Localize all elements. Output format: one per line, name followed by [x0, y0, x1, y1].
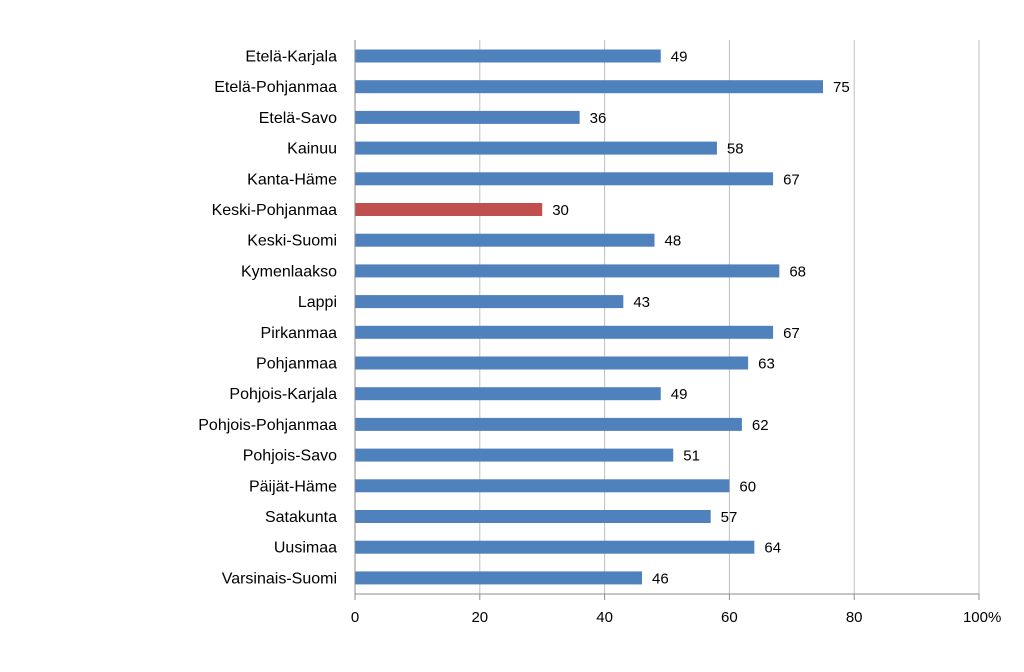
data-label-varsinais-suomi: 46 — [652, 570, 669, 587]
data-label-pohjanmaa: 63 — [758, 356, 775, 373]
tick-label-40: 40 — [596, 609, 613, 626]
bar-pohjois-pohjanmaa — [355, 417, 742, 431]
data-label-lappi: 43 — [633, 294, 650, 311]
category-labels: Etelä-Karjala Etelä-Pohjanmaa Etelä-Savo Ka… — [198, 49, 337, 588]
data-label-pohjois-karjala: 49 — [671, 386, 688, 403]
category-label-pohjanmaa: Pohjanmaa — [256, 356, 337, 373]
category-label-kanta-h-me: Kanta-Häme — [247, 171, 337, 188]
bar-kainuu — [355, 141, 717, 155]
bar-varsinais-suomi — [355, 571, 643, 585]
category-label-satakunta: Satakunta — [265, 509, 337, 526]
bar-etel-karjala — [355, 49, 661, 63]
data-label-kymenlaakso: 68 — [789, 263, 806, 280]
category-label-etel-savo: Etelä-Savo — [259, 110, 337, 127]
category-label-keski-pohjanmaa: Keski-Pohjanmaa — [212, 202, 338, 219]
data-label-kanta-h-me: 67 — [783, 171, 800, 188]
bar-pirkanmaa — [355, 325, 774, 339]
tick-label-0: 0 — [351, 609, 359, 626]
category-label-p-ij-t-h-me: Päijät-Häme — [249, 478, 337, 495]
category-label-uusimaa: Uusimaa — [274, 540, 337, 557]
bar-keski-suomi — [355, 233, 655, 247]
bar-kanta-h-me — [355, 172, 774, 186]
bar-pohjois-savo — [355, 448, 674, 462]
data-label-kainuu: 58 — [727, 141, 744, 158]
bars — [355, 49, 823, 585]
bar-kymenlaakso — [355, 264, 780, 278]
category-label-varsinais-suomi: Varsinais-Suomi — [222, 570, 337, 587]
category-label-pohjois-pohjanmaa: Pohjois-Pohjanmaa — [198, 417, 337, 434]
bar-lappi — [355, 295, 624, 309]
tick-label-60: 60 — [721, 609, 738, 626]
data-label-etel-savo: 36 — [590, 110, 607, 127]
unit-label: % — [988, 609, 1001, 626]
bar-satakunta — [355, 510, 711, 523]
category-label-pohjois-savo: Pohjois-Savo — [243, 448, 337, 465]
bar-etel-savo — [355, 110, 580, 124]
data-label-keski-pohjanmaa: 30 — [552, 202, 569, 219]
bar-p-ij-t-h-me — [355, 479, 730, 493]
category-label-pirkanmaa: Pirkanmaa — [261, 325, 338, 342]
category-label-keski-suomi: Keski-Suomi — [247, 233, 337, 250]
x-axis-ticks: 0 20 40 60 80 100% — [351, 594, 1001, 626]
data-label-pohjois-savo: 51 — [683, 448, 700, 465]
bar-pohjois-karjala — [355, 387, 661, 401]
data-label-uusimaa: 64 — [764, 540, 781, 557]
tick-label-100: 100 — [963, 609, 988, 626]
data-label-keski-suomi: 48 — [665, 233, 682, 250]
bar-uusimaa — [355, 540, 755, 554]
data-label-etel-karjala: 49 — [671, 49, 688, 66]
category-label-pohjois-karjala: Pohjois-Karjala — [229, 386, 337, 403]
data-label-pirkanmaa: 67 — [783, 325, 800, 342]
tick-label-20: 20 — [471, 609, 488, 626]
bar-etel-pohjanmaa — [355, 80, 823, 94]
category-label-etel-karjala: Etelä-Karjala — [245, 49, 337, 66]
category-label-etel-pohjanmaa: Etelä-Pohjanmaa — [214, 79, 337, 96]
data-label-etel-pohjanmaa: 75 — [833, 79, 850, 96]
bar-keski-pohjanmaa — [355, 203, 543, 216]
bar-pohjanmaa — [355, 356, 749, 370]
data-label-satakunta: 57 — [721, 509, 738, 526]
category-label-kainuu: Kainuu — [287, 141, 337, 158]
tick-label-80: 80 — [846, 609, 863, 626]
data-label-p-ij-t-h-me: 60 — [739, 478, 756, 495]
category-label-kymenlaakso: Kymenlaakso — [241, 263, 337, 280]
data-label-pohjois-pohjanmaa: 62 — [752, 417, 769, 434]
gridlines — [479, 40, 980, 594]
category-label-lappi: Lappi — [298, 294, 337, 311]
